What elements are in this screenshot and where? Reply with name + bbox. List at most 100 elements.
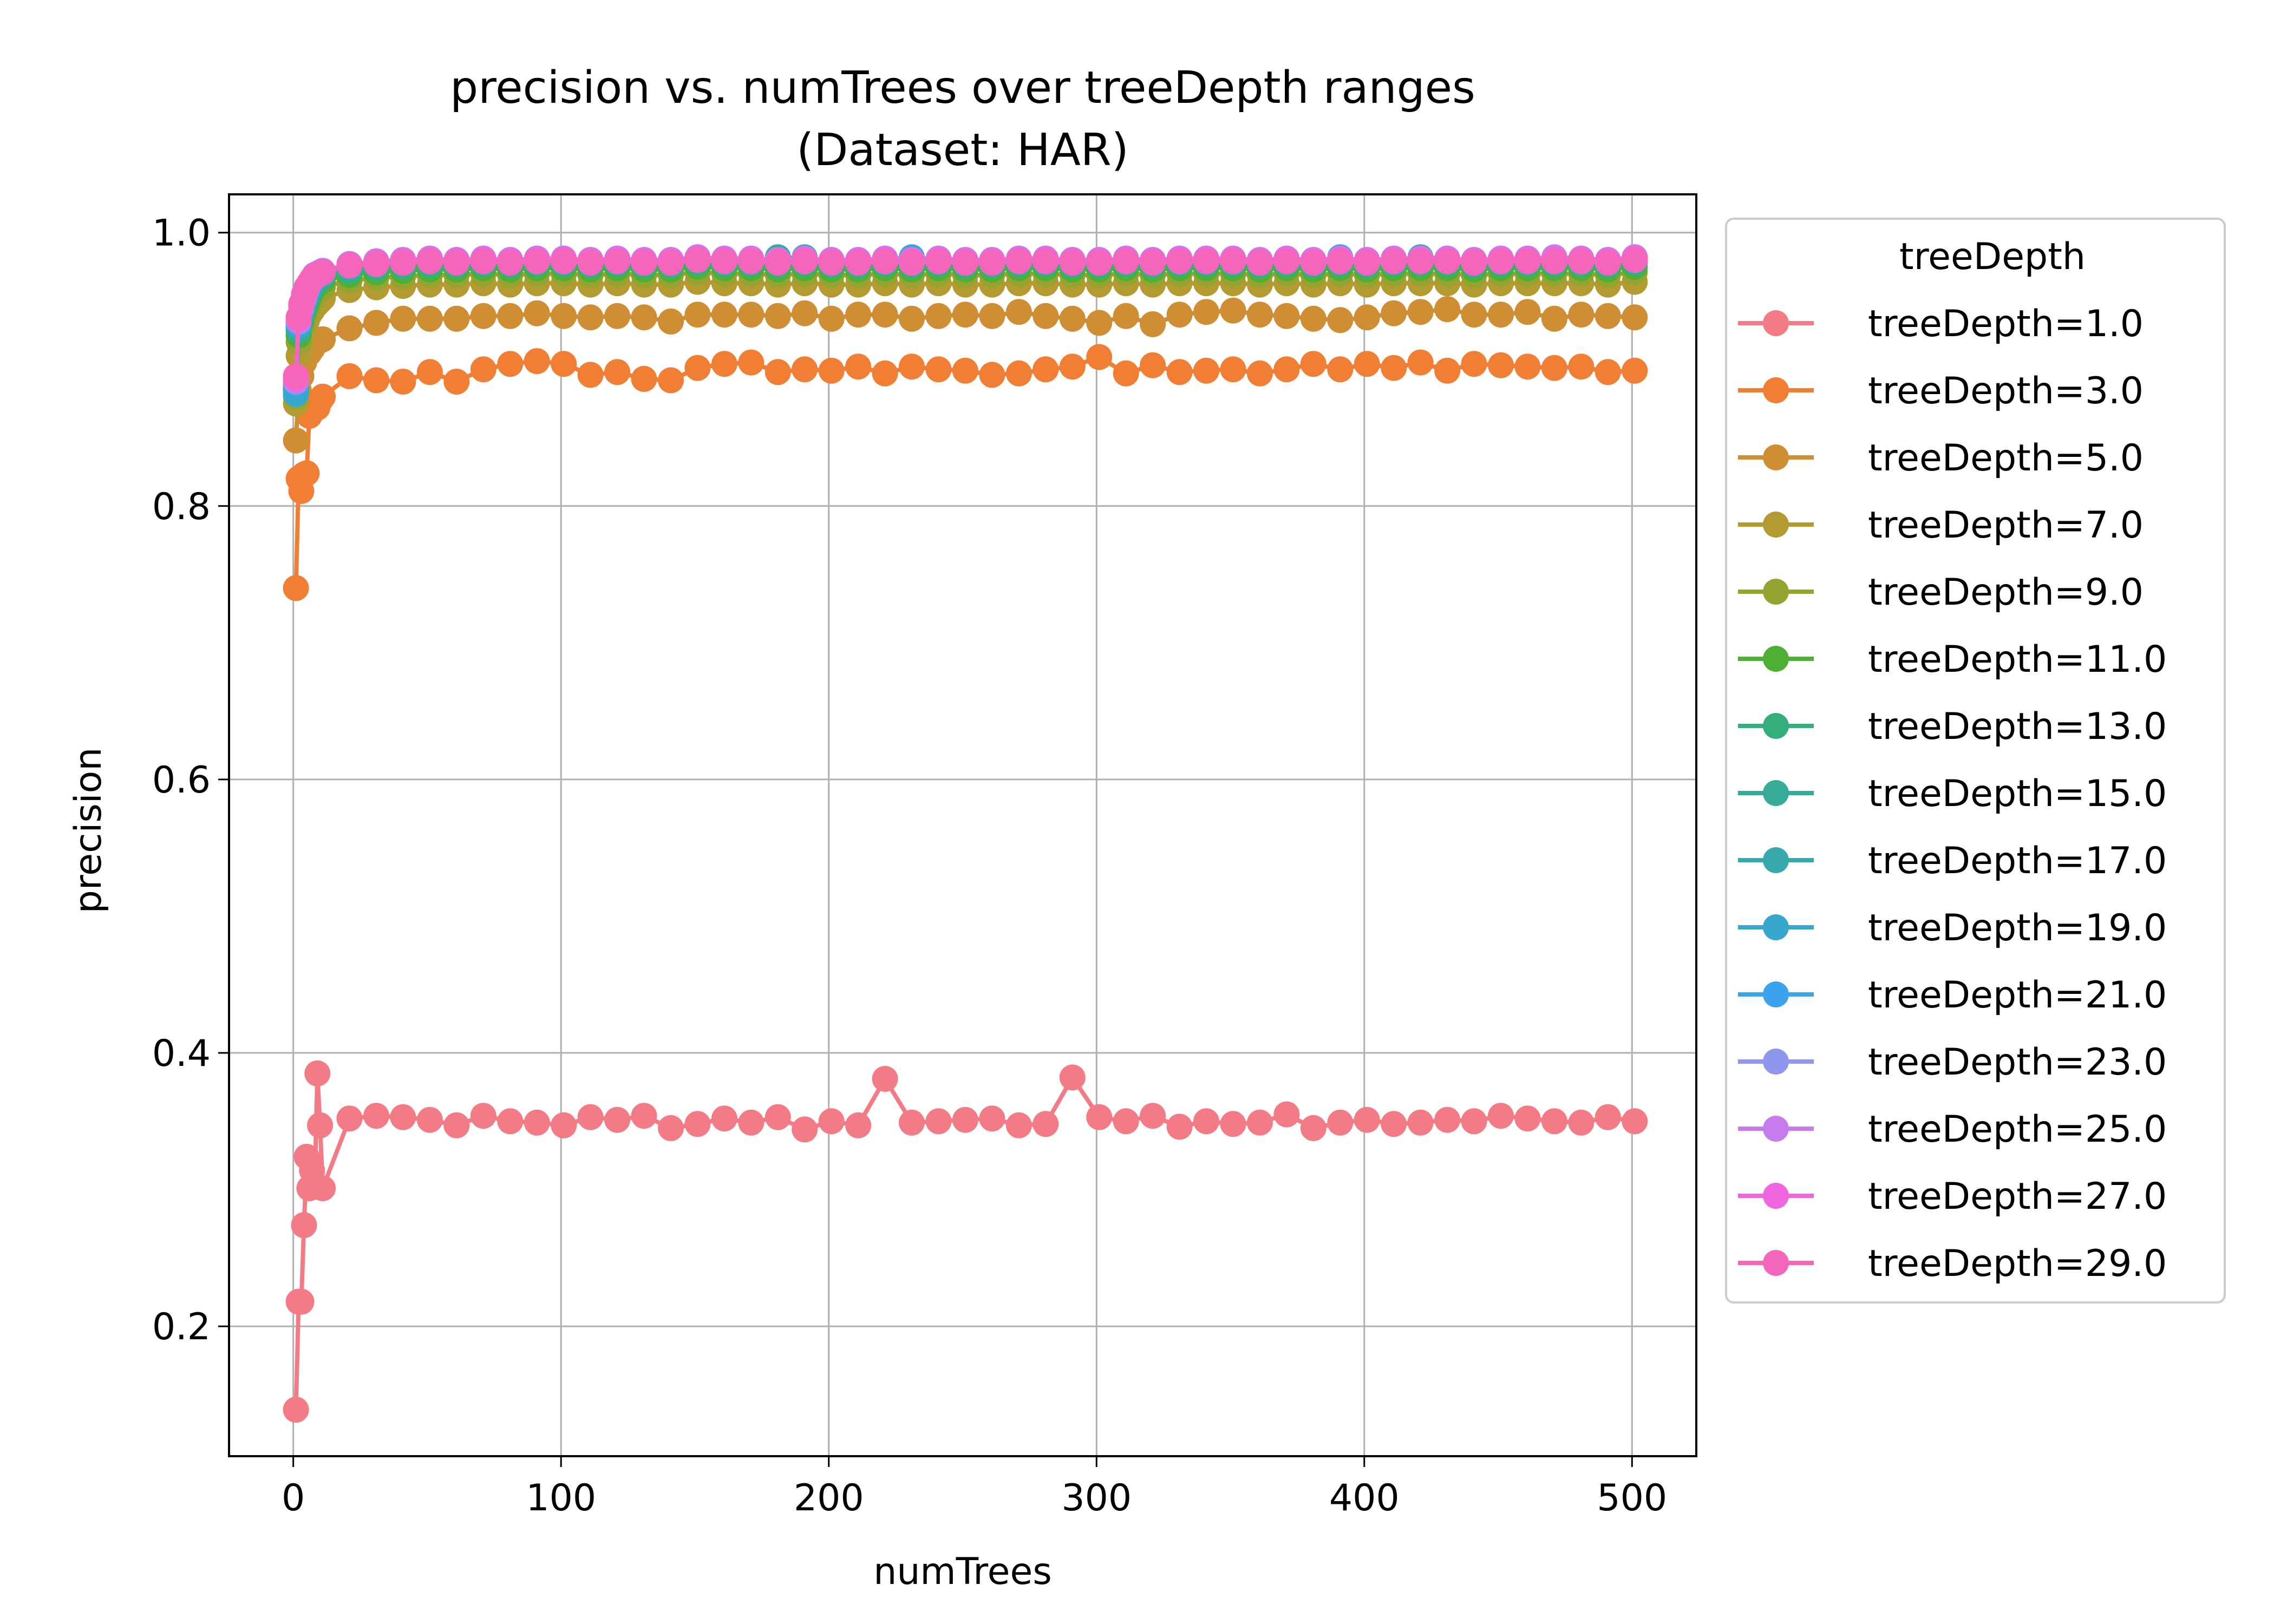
data-point xyxy=(1488,248,1514,274)
data-point xyxy=(658,250,684,276)
chart-title-line-1: precision vs. numTrees over treeDepth ra… xyxy=(450,62,1475,114)
legend-swatch-marker xyxy=(1763,847,1789,873)
data-point xyxy=(1246,1109,1273,1136)
data-point xyxy=(979,362,1005,388)
legend-label: treeDepth=25.0 xyxy=(1868,1108,2167,1151)
data-point xyxy=(684,1111,711,1137)
legend-item: treeDepth=25.0 xyxy=(1738,1108,2167,1151)
data-point xyxy=(291,1212,317,1239)
data-point xyxy=(1541,305,1567,332)
y-tick-label: 0.6 xyxy=(152,759,211,802)
data-point xyxy=(872,1066,898,1092)
data-point xyxy=(1273,303,1300,329)
data-point xyxy=(1568,248,1595,274)
data-point xyxy=(684,247,711,273)
data-point xyxy=(738,248,764,274)
data-point xyxy=(1488,1103,1514,1129)
data-point xyxy=(1622,1108,1648,1135)
data-point xyxy=(577,362,604,388)
legend-swatch-marker xyxy=(1763,512,1789,538)
legend-title: treeDepth xyxy=(1899,235,2086,278)
data-point xyxy=(1434,357,1461,384)
data-point xyxy=(1113,248,1139,274)
legend-swatch-marker xyxy=(1763,444,1789,470)
data-point xyxy=(1033,1111,1059,1137)
data-point xyxy=(1300,305,1327,332)
data-point xyxy=(1140,352,1166,378)
data-point xyxy=(1622,247,1648,273)
data-point xyxy=(1059,353,1086,380)
data-point xyxy=(658,308,684,335)
legend-label: treeDepth=15.0 xyxy=(1868,772,2167,815)
data-point xyxy=(1300,250,1327,276)
data-point xyxy=(979,303,1005,329)
data-point xyxy=(1033,248,1059,274)
data-point xyxy=(470,248,496,274)
data-point xyxy=(818,357,845,384)
data-point xyxy=(1059,250,1086,276)
data-point xyxy=(1407,299,1434,325)
data-point xyxy=(1166,359,1193,385)
data-point xyxy=(1434,248,1461,274)
data-point xyxy=(524,300,550,326)
plot-area-frame xyxy=(228,193,1697,1457)
data-point xyxy=(443,250,470,276)
series-treeDepth=29.0 xyxy=(283,247,1648,389)
data-point xyxy=(792,248,818,274)
data-point xyxy=(792,300,818,326)
data-point xyxy=(497,250,524,276)
data-point xyxy=(443,305,470,332)
data-point xyxy=(1381,355,1407,381)
legend-item: treeDepth=1.0 xyxy=(1738,303,2144,345)
data-point xyxy=(1354,304,1380,331)
legend-item: treeDepth=11.0 xyxy=(1738,638,2167,681)
data-point xyxy=(818,305,845,332)
legend-item: treeDepth=15.0 xyxy=(1738,772,2167,815)
data-point xyxy=(1193,299,1219,325)
legend-label: treeDepth=29.0 xyxy=(1868,1242,2167,1285)
data-point xyxy=(1113,360,1139,387)
data-point xyxy=(792,1116,818,1143)
data-point xyxy=(899,1109,925,1136)
data-point xyxy=(1033,303,1059,329)
data-point xyxy=(818,1108,845,1135)
data-point xyxy=(738,1109,764,1136)
legend-label: treeDepth=17.0 xyxy=(1868,840,2167,882)
legend-swatch-marker xyxy=(1763,1183,1789,1209)
data-point xyxy=(818,250,845,276)
data-point xyxy=(925,356,952,383)
data-point xyxy=(899,353,925,380)
data-point xyxy=(1407,1109,1434,1136)
data-point xyxy=(524,248,550,274)
data-point xyxy=(283,427,309,454)
data-point xyxy=(925,303,952,329)
data-point xyxy=(1246,360,1273,387)
legend-item: treeDepth=23.0 xyxy=(1738,1041,2167,1084)
data-point xyxy=(1166,248,1193,274)
legend-item: treeDepth=13.0 xyxy=(1738,705,2167,748)
data-point xyxy=(577,250,604,276)
data-point xyxy=(631,304,657,331)
legend-item: treeDepth=9.0 xyxy=(1738,571,2144,614)
data-point xyxy=(1086,344,1113,370)
data-point xyxy=(1434,296,1461,323)
legend-label: treeDepth=19.0 xyxy=(1868,907,2167,949)
data-point xyxy=(845,1112,872,1138)
data-point xyxy=(1595,303,1621,329)
data-point xyxy=(390,305,416,332)
data-point xyxy=(711,302,737,328)
data-point xyxy=(551,303,577,329)
data-point xyxy=(738,349,764,376)
data-point xyxy=(1622,357,1648,384)
data-point xyxy=(336,315,363,342)
data-point xyxy=(1005,248,1032,274)
data-point xyxy=(1541,248,1567,274)
data-point xyxy=(711,248,737,274)
data-point xyxy=(1246,302,1273,328)
legend-label: treeDepth=7.0 xyxy=(1868,504,2144,547)
data-point xyxy=(1113,1108,1139,1135)
data-point xyxy=(1381,1111,1407,1137)
data-point xyxy=(925,1108,952,1135)
data-point xyxy=(577,304,604,331)
